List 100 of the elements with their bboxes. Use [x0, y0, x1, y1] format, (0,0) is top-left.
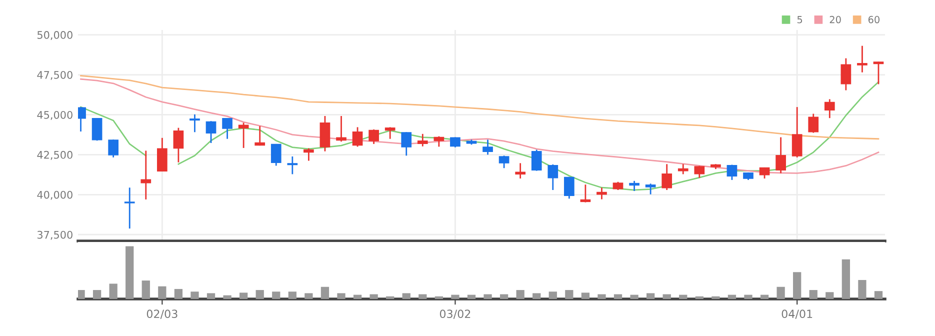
legend-label: 5 [797, 16, 802, 24]
candlestick [531, 149, 542, 172]
y-tick-label: 37,500 [37, 230, 72, 240]
bar [386, 296, 394, 299]
candlestick [482, 138, 493, 156]
bar [614, 294, 622, 299]
y-tick-label: 50,000 [37, 31, 72, 40]
candlestick [808, 113, 819, 134]
bar [516, 290, 524, 299]
candlestick [873, 60, 884, 85]
candlestick [857, 45, 868, 74]
x-tick-label: 04/01 [782, 310, 812, 319]
bar [874, 291, 883, 299]
candlestick [108, 138, 118, 158]
candlestick [320, 115, 330, 152]
bar [695, 296, 704, 299]
y-tick-label: 45,000 [37, 110, 72, 120]
candlestick [776, 136, 786, 174]
bar [158, 286, 166, 299]
candlestick [384, 126, 396, 140]
y-tick-label: 42,500 [37, 150, 72, 160]
bar [288, 292, 296, 299]
x-tick-label: 02/03 [146, 310, 178, 319]
bar [304, 293, 313, 299]
candlestick [222, 117, 232, 140]
bar [712, 296, 720, 299]
candlestick [726, 164, 738, 181]
bar [109, 284, 118, 299]
bar [532, 293, 541, 299]
bar [662, 294, 671, 299]
candlestick [206, 120, 216, 144]
candlestick [190, 114, 200, 133]
candlestick [173, 127, 184, 164]
candlestick [254, 125, 266, 146]
bar [434, 296, 443, 299]
y-tick-label: 47,500 [37, 70, 72, 80]
candlestick [238, 122, 249, 149]
candlestick [336, 115, 346, 142]
bar [418, 294, 427, 299]
candlestick [645, 182, 656, 196]
bar [484, 294, 492, 299]
candlestick [287, 156, 298, 175]
legend-label: 60 [868, 16, 880, 24]
bar [92, 290, 102, 299]
bar [223, 295, 232, 299]
candlestick [840, 58, 852, 91]
bar [337, 293, 346, 299]
candlestick [401, 131, 412, 156]
candlestick [580, 184, 591, 204]
candlestick [678, 163, 688, 175]
candlestick [629, 180, 640, 192]
candlestick [515, 162, 526, 180]
bar [581, 292, 590, 299]
candlestick [304, 148, 314, 162]
bar [320, 286, 330, 299]
bar [793, 272, 802, 299]
bar [809, 290, 818, 299]
candlestick [156, 137, 168, 172]
candlestick [270, 143, 282, 166]
bar [206, 293, 216, 299]
bar [451, 294, 460, 299]
candlestick [124, 186, 135, 230]
candlestick [498, 154, 510, 169]
bar [842, 259, 850, 299]
bar [646, 293, 655, 299]
candlestick [824, 98, 835, 119]
bar [402, 293, 410, 299]
x-tick-label: 03/02 [440, 310, 470, 319]
candlestick [92, 118, 102, 142]
bar [240, 292, 248, 299]
bar [500, 294, 508, 299]
bar [142, 280, 150, 299]
bar [272, 292, 280, 299]
candlestick [548, 164, 558, 191]
bar [370, 294, 378, 299]
bar [548, 292, 557, 299]
bar [467, 294, 476, 299]
bar [630, 294, 638, 299]
candlestick [596, 186, 607, 200]
bar [744, 294, 752, 299]
candlestick [368, 128, 379, 145]
bar [598, 294, 606, 299]
y-tick-label: 40,000 [37, 190, 72, 200]
bar [256, 290, 264, 299]
bar [190, 292, 199, 299]
candlestick [792, 106, 802, 158]
candlestick [352, 126, 363, 148]
bar [826, 292, 834, 299]
bar [728, 294, 736, 299]
candlestick [434, 136, 444, 148]
bar [760, 294, 769, 299]
candlestick [140, 150, 152, 200]
bar [679, 294, 688, 299]
bar [78, 290, 85, 299]
legend-label: 20 [830, 16, 841, 24]
bar [174, 288, 183, 299]
bar [776, 286, 785, 299]
bar [565, 290, 574, 299]
candlestick [564, 176, 574, 200]
candlestick [662, 163, 672, 191]
